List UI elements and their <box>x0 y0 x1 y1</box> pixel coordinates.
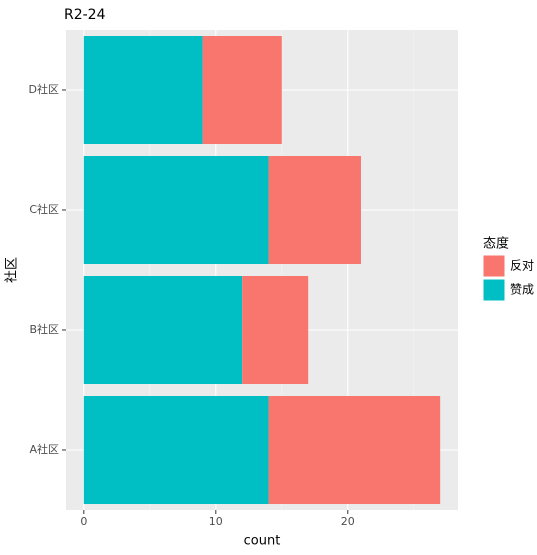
bar <box>242 276 309 384</box>
x-tick-label: 10 <box>209 515 223 528</box>
bar <box>83 36 203 144</box>
x-tick-label: 20 <box>341 515 355 528</box>
legend-title: 态度 <box>483 236 509 252</box>
y-tick-label: B社区 <box>29 322 59 336</box>
bar <box>202 36 282 144</box>
bar <box>83 156 269 264</box>
bar <box>83 396 269 504</box>
y-tick-label: C社区 <box>29 202 59 216</box>
bar <box>268 396 441 504</box>
legend-label: 赞成 <box>510 283 534 297</box>
legend-key <box>482 278 506 302</box>
y-tick-label: D社区 <box>29 82 59 96</box>
bar <box>83 276 243 384</box>
x-axis-title: count <box>244 534 281 549</box>
x-tick-label: 0 <box>80 515 87 528</box>
legend-key <box>482 254 506 278</box>
legend-label: 反对 <box>510 259 534 273</box>
y-tick-label: A社区 <box>29 442 59 456</box>
y-axis-title: 社区 <box>4 257 20 283</box>
chart-title: R2-24 <box>64 7 106 23</box>
bar <box>268 156 361 264</box>
